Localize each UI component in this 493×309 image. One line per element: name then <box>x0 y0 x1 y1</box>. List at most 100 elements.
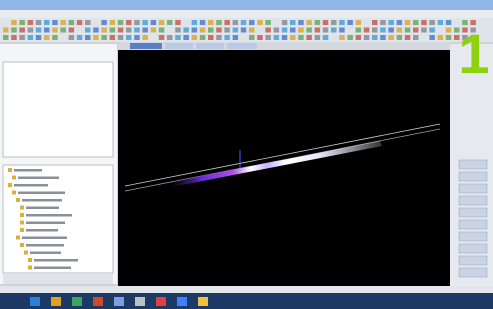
side-button[interactable] <box>459 232 487 241</box>
toolbar-button[interactable] <box>69 20 75 25</box>
toolbar-button[interactable] <box>298 20 304 25</box>
tree-icon[interactable] <box>20 213 24 217</box>
toolbar-button[interactable] <box>126 28 132 33</box>
toolbar-button[interactable] <box>233 28 239 33</box>
toolbar-button[interactable] <box>19 35 25 40</box>
toolbar-button[interactable] <box>19 20 25 25</box>
toolbar-button[interactable] <box>323 28 329 33</box>
side-button[interactable] <box>459 160 487 169</box>
toolbar-button[interactable] <box>298 35 304 40</box>
toolbar-button[interactable] <box>44 35 50 40</box>
toolbar-button[interactable] <box>380 35 386 40</box>
toolbar-button[interactable] <box>282 35 288 40</box>
toolbar-button[interactable] <box>208 28 214 33</box>
toolbar-button[interactable] <box>282 28 288 33</box>
toolbar-button[interactable] <box>380 28 386 33</box>
tree-icon[interactable] <box>8 183 12 187</box>
toolbar-button[interactable] <box>77 35 83 40</box>
toolbar-button[interactable] <box>265 35 271 40</box>
taskbar-icon[interactable] <box>30 297 40 306</box>
toolbar-button[interactable] <box>208 35 214 40</box>
toolbar-button[interactable] <box>118 35 124 40</box>
toolbar-button[interactable] <box>356 35 362 40</box>
toolbar-button[interactable] <box>306 35 312 40</box>
toolbar-button[interactable] <box>216 35 222 40</box>
toolbar-button[interactable] <box>52 20 58 25</box>
toolbar-button[interactable] <box>233 20 239 25</box>
toolbar-button[interactable] <box>372 28 378 33</box>
toolbar-button[interactable] <box>446 35 452 40</box>
toolbar-button[interactable] <box>438 35 444 40</box>
toolbar-button[interactable] <box>69 28 75 33</box>
taskbar-icon[interactable] <box>177 297 187 306</box>
toolbar-button[interactable] <box>372 20 378 25</box>
toolbar-button[interactable] <box>405 35 411 40</box>
toolbar-button[interactable] <box>438 20 444 25</box>
tree-icon[interactable] <box>12 191 16 195</box>
toolbar-button[interactable] <box>208 20 214 25</box>
toolbar-button[interactable] <box>257 20 263 25</box>
toolbar-button[interactable] <box>347 20 353 25</box>
toolbar-button[interactable] <box>290 35 296 40</box>
toolbar-button[interactable] <box>101 35 107 40</box>
toolbar-button[interactable] <box>364 35 370 40</box>
toolbar-button[interactable] <box>224 35 230 40</box>
tree-icon[interactable] <box>16 198 20 202</box>
toolbar-button[interactable] <box>85 35 91 40</box>
toolbar-button[interactable] <box>142 35 148 40</box>
toolbar-button[interactable] <box>159 20 165 25</box>
taskbar-icon[interactable] <box>72 297 82 306</box>
toolbar-button[interactable] <box>413 20 419 25</box>
side-button[interactable] <box>459 208 487 217</box>
toolbar-button[interactable] <box>36 28 42 33</box>
toolbar-button[interactable] <box>85 20 91 25</box>
toolbar-button[interactable] <box>110 35 116 40</box>
toolbar-button[interactable] <box>315 35 321 40</box>
toolbar-button[interactable] <box>249 35 255 40</box>
toolbar-button[interactable] <box>274 35 280 40</box>
tree-icon[interactable] <box>24 251 28 255</box>
toolbar-button[interactable] <box>151 20 157 25</box>
toolbar-button[interactable] <box>28 28 33 33</box>
side-button[interactable] <box>459 172 487 181</box>
toolbar-button[interactable] <box>298 28 304 33</box>
toolbar-button[interactable] <box>429 28 435 33</box>
toolbar-button[interactable] <box>167 20 173 25</box>
toolbar-button[interactable] <box>126 35 132 40</box>
side-button[interactable] <box>459 196 487 205</box>
taskbar-icon[interactable] <box>114 297 124 306</box>
toolbar-button[interactable] <box>126 20 132 25</box>
tab[interactable] <box>130 43 162 49</box>
toolbar-button[interactable] <box>93 28 99 33</box>
toolbar-button[interactable] <box>315 20 321 25</box>
toolbar-button[interactable] <box>28 35 33 40</box>
tree-icon[interactable] <box>8 168 12 172</box>
taskbar-icon[interactable] <box>135 297 145 306</box>
toolbar-button[interactable] <box>175 28 181 33</box>
toolbar-button[interactable] <box>11 28 17 33</box>
toolbar-button[interactable] <box>151 28 157 33</box>
toolbar-button[interactable] <box>77 20 83 25</box>
toolbar-button[interactable] <box>101 28 107 33</box>
toolbar-button[interactable] <box>134 35 140 40</box>
toolbar-button[interactable] <box>265 20 271 25</box>
toolbar-button[interactable] <box>224 20 230 25</box>
toolbar-button[interactable] <box>241 28 247 33</box>
toolbar-button[interactable] <box>241 20 247 25</box>
toolbar-button[interactable] <box>85 28 91 33</box>
toolbar-button[interactable] <box>159 35 165 40</box>
toolbar-button[interactable] <box>60 28 66 33</box>
toolbar-button[interactable] <box>429 35 435 40</box>
toolbar-button[interactable] <box>118 28 124 33</box>
toolbar-button[interactable] <box>28 20 33 25</box>
toolbar-button[interactable] <box>3 35 9 40</box>
toolbar-button[interactable] <box>380 20 386 25</box>
taskbar-icon[interactable] <box>93 297 103 306</box>
toolbar-button[interactable] <box>192 35 198 40</box>
toolbar-button[interactable] <box>356 28 362 33</box>
toolbar-button[interactable] <box>339 20 345 25</box>
side-button[interactable] <box>459 256 487 265</box>
tree-icon[interactable] <box>16 236 20 240</box>
tab[interactable] <box>227 43 257 49</box>
toolbar-button[interactable] <box>233 35 239 40</box>
